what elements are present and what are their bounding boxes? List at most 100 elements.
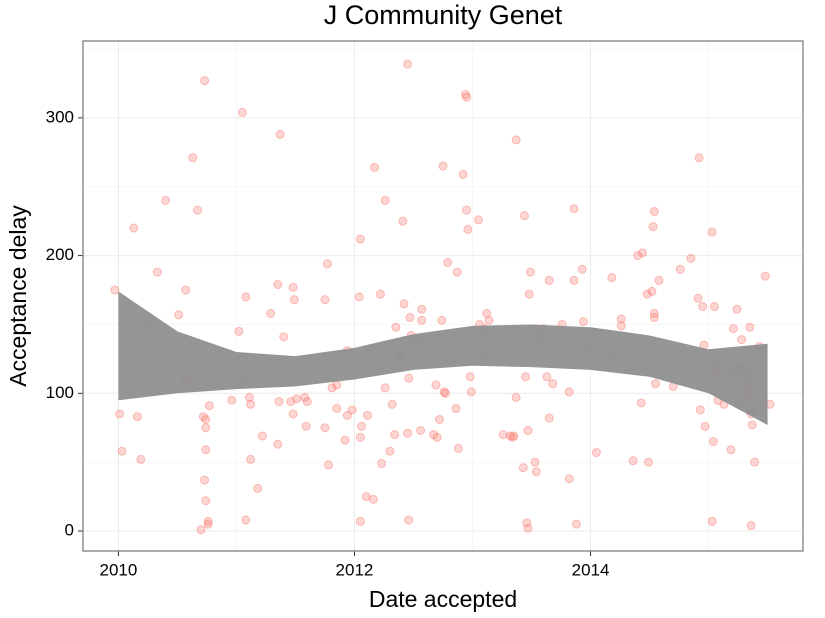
point (332, 380, 342, 390)
point (370, 162, 380, 172)
point (161, 195, 171, 205)
point (544, 275, 554, 285)
point (361, 492, 371, 502)
y-tick-label: 300 (46, 107, 74, 126)
point (463, 224, 473, 234)
point (417, 304, 427, 314)
y-tick-label: 200 (46, 245, 74, 264)
point (289, 295, 299, 305)
point (745, 322, 755, 332)
y-tick-label: 0 (65, 521, 74, 540)
point (227, 395, 237, 405)
point (204, 401, 214, 411)
point (403, 428, 413, 438)
point (174, 310, 184, 320)
x-tick-label: 2014 (572, 560, 610, 579)
point (460, 89, 470, 99)
point (452, 267, 462, 277)
point (616, 321, 626, 331)
point (292, 394, 302, 404)
point (288, 409, 298, 419)
point (302, 397, 312, 407)
point (301, 421, 311, 431)
point (257, 431, 267, 441)
point (279, 332, 289, 342)
point (648, 222, 658, 232)
point (728, 324, 738, 334)
point (732, 304, 742, 314)
x-tick-label: 2012 (336, 560, 374, 579)
point (188, 153, 198, 163)
point (564, 474, 574, 484)
point (462, 92, 472, 102)
point (203, 516, 213, 526)
point (438, 161, 448, 171)
point (320, 423, 330, 433)
point (633, 251, 643, 261)
point (649, 308, 659, 318)
point (434, 414, 444, 424)
point (525, 267, 535, 277)
point (399, 299, 409, 309)
point (362, 410, 372, 420)
point (509, 431, 519, 441)
point (654, 275, 664, 285)
point (484, 315, 494, 325)
point (355, 516, 365, 526)
point (695, 405, 705, 415)
point (458, 169, 468, 179)
point (498, 430, 508, 440)
point (253, 483, 263, 493)
plot-background (83, 41, 803, 551)
point (431, 380, 441, 390)
point (542, 372, 552, 382)
point (473, 215, 483, 225)
point (132, 412, 142, 422)
point (531, 467, 541, 477)
point (355, 432, 365, 442)
point (521, 372, 531, 382)
point (377, 459, 387, 469)
point (650, 379, 660, 389)
point (465, 372, 475, 382)
point (432, 432, 442, 442)
point (511, 392, 521, 402)
point (462, 205, 472, 215)
point (649, 207, 659, 217)
point (643, 457, 653, 467)
point (569, 275, 579, 285)
point (115, 409, 125, 419)
point (708, 437, 718, 447)
point (649, 313, 659, 323)
point (181, 285, 191, 295)
chart-title: J Community Genet (324, 0, 563, 30)
point (569, 204, 579, 214)
point (266, 308, 276, 318)
point (746, 521, 756, 531)
point (152, 267, 162, 277)
point (616, 314, 626, 324)
point (327, 383, 337, 393)
point (196, 525, 206, 535)
point (136, 454, 146, 464)
point (380, 195, 390, 205)
point (707, 227, 717, 237)
point (274, 397, 284, 407)
point (750, 457, 760, 467)
point (693, 293, 703, 303)
point (675, 264, 685, 274)
point (237, 107, 247, 117)
point (354, 292, 364, 302)
point (709, 302, 719, 312)
point (385, 446, 395, 456)
point (637, 248, 647, 258)
point (443, 257, 453, 267)
point (523, 523, 533, 533)
point (380, 383, 390, 393)
point (246, 454, 256, 464)
point (273, 439, 283, 449)
point (591, 448, 601, 458)
point (404, 515, 414, 525)
